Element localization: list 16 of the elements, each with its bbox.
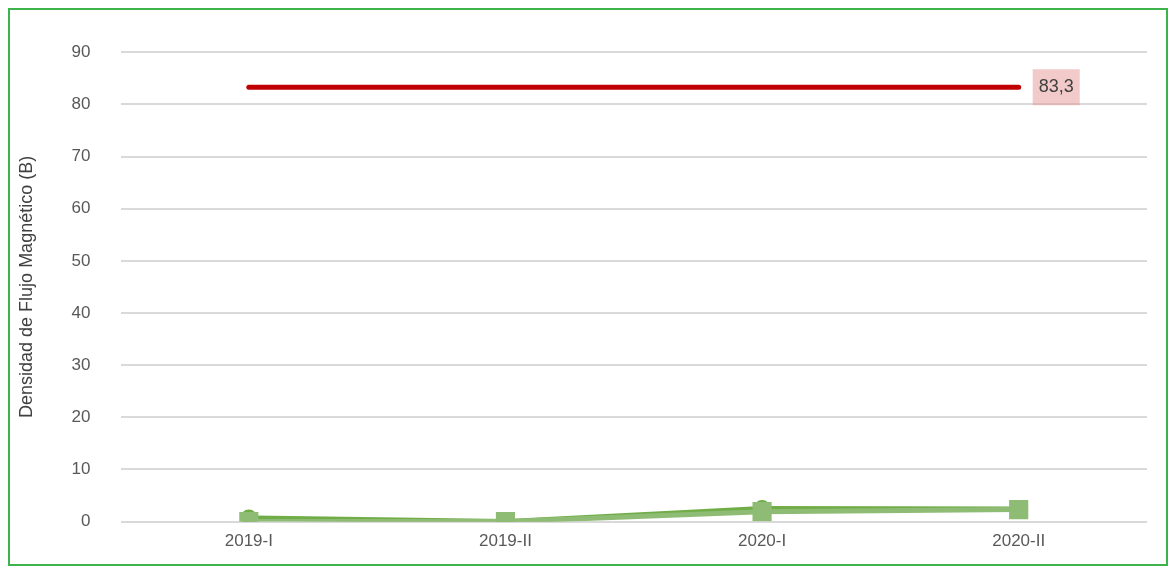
y-tick-label: 90 xyxy=(71,41,91,61)
y-tick-label: 10 xyxy=(71,459,91,479)
y-tick-label: 0 xyxy=(81,511,91,531)
y-tick-label: 70 xyxy=(71,146,91,166)
y-tick-label: 60 xyxy=(71,198,91,218)
y-tick-label: 80 xyxy=(71,94,91,114)
y-tick-label: 50 xyxy=(71,250,91,270)
data-label: 83,3 xyxy=(1038,76,1074,97)
x-tick-label: 2019-I xyxy=(224,531,273,551)
y-tick-label: 40 xyxy=(71,302,91,322)
y-tick-label: 30 xyxy=(71,354,91,374)
y-axis-title: Densidad de Flujo Magnético (B) xyxy=(15,155,36,418)
x-tick-label: 2020-I xyxy=(737,531,787,551)
x-tick-label: 2019-II xyxy=(478,531,532,551)
y-tick-label: 20 xyxy=(71,406,91,426)
x-tick-label: 2020-II xyxy=(992,531,1046,551)
